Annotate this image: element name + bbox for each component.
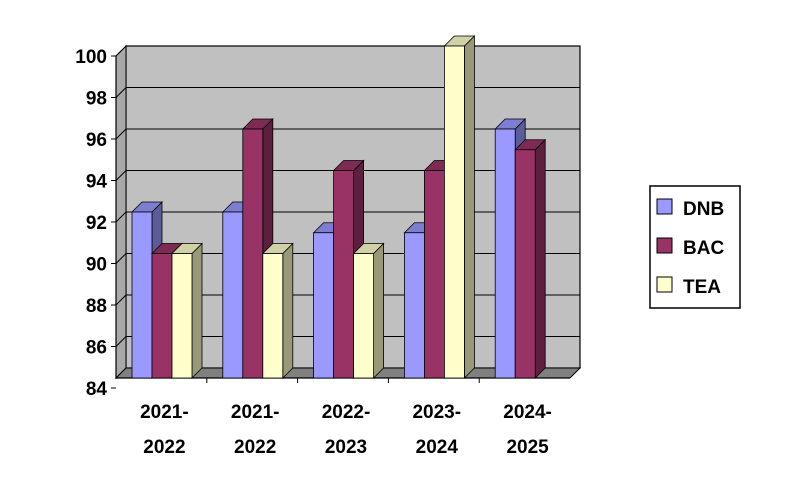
- x-category-labels: 2021- 2022 2021- 2022 2022- 2023 2023- 2024 2024…: [140, 402, 552, 458]
- bar-tea: [443, 35, 476, 379]
- y-tick-label: 94: [86, 172, 108, 193]
- y-tick-label: 84: [86, 379, 108, 400]
- legend-label-bac: BAC: [683, 238, 724, 259]
- bar-tea: [352, 242, 385, 379]
- x-category-label: 2023: [325, 437, 367, 458]
- legend: DNB BAC TEA: [649, 185, 741, 309]
- bar-tea: [171, 242, 203, 379]
- x-category-label: 2025: [506, 437, 549, 458]
- y-tick-label: 98: [86, 89, 107, 110]
- legend-swatch-dnb: [656, 198, 673, 215]
- legend-label-dnb: DNB: [683, 199, 724, 220]
- x-category-label: 2021-: [231, 402, 280, 423]
- y-tick-labels: 84 86 88 90 92 94 96 98 100: [75, 47, 107, 400]
- y-tick-label: 88: [86, 296, 107, 317]
- y-tick-label: 90: [86, 255, 107, 276]
- x-category-label: 2022: [234, 437, 276, 458]
- bars: [131, 35, 547, 379]
- x-category-label: 2024: [416, 437, 459, 458]
- legend-label-tea: TEA: [683, 277, 721, 298]
- x-category-label: 2021-: [140, 402, 189, 423]
- x-category-label: 2023-: [412, 402, 461, 423]
- bar-bac: [514, 138, 547, 379]
- gridline: [115, 45, 580, 57]
- gridline: [115, 128, 580, 140]
- y-tick-label: 100: [75, 47, 107, 68]
- y-tick-label: 86: [86, 338, 107, 359]
- x-category-label: 2022: [143, 437, 185, 458]
- bar-tea: [261, 242, 294, 379]
- x-category-label: 2022-: [322, 402, 371, 423]
- gridline: [115, 87, 580, 98]
- y-tick-label: 96: [86, 130, 107, 151]
- legend-swatch-bac: [656, 237, 673, 254]
- legend-swatch-tea: [656, 276, 673, 293]
- x-category-label: 2024-: [503, 402, 552, 423]
- y-tick-label: 92: [86, 213, 107, 234]
